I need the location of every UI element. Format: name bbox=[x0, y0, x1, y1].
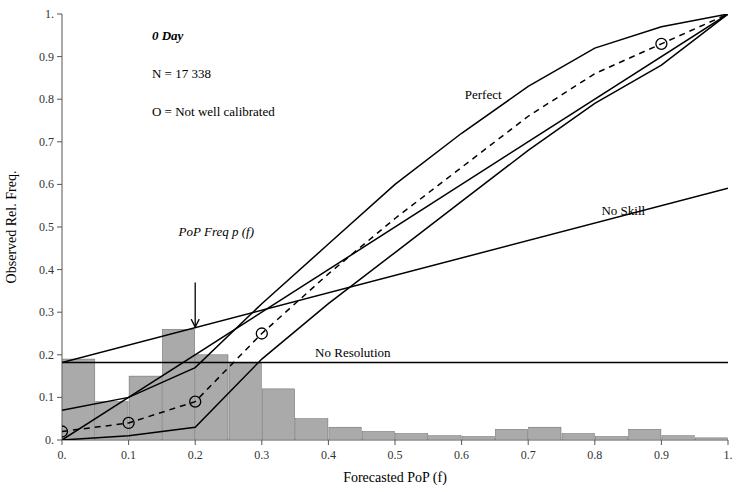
point bbox=[190, 396, 201, 407]
note: 0 Day bbox=[152, 28, 184, 43]
chart: 0. 0.1 0.2 0.3 0.4 0.5 0.6 0.7 0.8 0.9 1. 0. 0.1 0.2 0… bbox=[0, 0, 750, 492]
y-tick-label: 0.1 bbox=[39, 390, 54, 404]
note: O = Not well calibrated bbox=[152, 104, 275, 119]
point bbox=[256, 328, 267, 339]
x-tick bbox=[328, 440, 329, 445]
y-tick-label: 1. bbox=[45, 7, 54, 21]
y-tick bbox=[57, 227, 62, 228]
histogram-bar bbox=[196, 355, 228, 440]
y-tick bbox=[57, 312, 62, 313]
y-tick bbox=[57, 269, 62, 270]
y-tick bbox=[57, 14, 62, 15]
histogram-bar bbox=[662, 436, 694, 440]
x-tick-label: 0.5 bbox=[388, 448, 403, 462]
point bbox=[656, 38, 667, 49]
x-axis-label: Forecasted PoP (f) bbox=[343, 470, 447, 486]
axes: 0. 0.1 0.2 0.3 0.4 0.5 0.6 0.7 0.8 0.9 1. 0. 0.1 0.2 0… bbox=[39, 7, 733, 462]
histogram-bar bbox=[296, 419, 328, 440]
calibration-curve bbox=[62, 14, 728, 431]
x-tick-label: 0.9 bbox=[654, 448, 669, 462]
x-tick bbox=[461, 440, 462, 445]
y-tick-label: 0.4 bbox=[39, 263, 54, 277]
x-tick-label: 0.3 bbox=[254, 448, 269, 462]
histogram-bar bbox=[329, 427, 361, 440]
y-tick-label: 0.2 bbox=[39, 348, 54, 362]
y-tick-label: 0.9 bbox=[39, 50, 54, 64]
histogram-bar bbox=[495, 429, 527, 440]
plot-area bbox=[62, 14, 728, 440]
x-tick bbox=[594, 440, 595, 445]
histogram-bar bbox=[695, 438, 727, 440]
y-tick bbox=[57, 354, 62, 355]
x-tick-label: 0.7 bbox=[521, 448, 536, 462]
line-label: No Resolution bbox=[315, 345, 391, 360]
point bbox=[62, 426, 68, 437]
histogram-bar bbox=[562, 434, 594, 440]
y-tick bbox=[57, 184, 62, 185]
point bbox=[123, 417, 134, 428]
y-tick-label: 0.6 bbox=[39, 177, 54, 191]
histogram-bar bbox=[462, 437, 494, 440]
x-tick-label: 0.1 bbox=[121, 448, 136, 462]
reference-line bbox=[62, 14, 728, 410]
y-tick-label: 0.5 bbox=[39, 220, 54, 234]
x-tick-label: 0.2 bbox=[188, 448, 203, 462]
x-tick-label: 0.8 bbox=[587, 448, 602, 462]
y-tick-label: 0.8 bbox=[39, 92, 54, 106]
line-label: No Skill bbox=[601, 203, 645, 218]
histogram-bar bbox=[63, 359, 95, 440]
note: N = 17 338 bbox=[152, 66, 211, 81]
reference-line bbox=[62, 188, 728, 362]
x-tick bbox=[195, 440, 196, 445]
reference-line bbox=[62, 14, 728, 440]
histogram bbox=[63, 329, 728, 440]
y-axis-label: Observed Rel. Freq. bbox=[4, 171, 19, 284]
histogram-bar bbox=[595, 437, 627, 440]
x-tick bbox=[62, 440, 63, 445]
y-tick-label: 0.3 bbox=[39, 305, 54, 319]
histogram-bar bbox=[362, 431, 394, 440]
arrow bbox=[195, 282, 196, 327]
y-tick-label: 0. bbox=[45, 433, 54, 447]
histogram-bar bbox=[429, 436, 461, 440]
y-tick bbox=[57, 99, 62, 100]
reference-line bbox=[62, 14, 728, 440]
labels: No Resolution No Skill Perfect bbox=[315, 87, 645, 360]
x-tick-label: 0. bbox=[58, 448, 67, 462]
no-resolution-line bbox=[62, 362, 728, 364]
y-tick bbox=[57, 141, 62, 142]
line-label: Perfect bbox=[465, 87, 502, 102]
y-tick bbox=[57, 440, 62, 441]
x-tick bbox=[261, 440, 262, 445]
y-tick bbox=[57, 56, 62, 57]
histogram-bar bbox=[396, 434, 428, 440]
histogram-bar bbox=[162, 329, 194, 440]
x-tick-label: 1. bbox=[724, 448, 733, 462]
x-tick bbox=[395, 440, 396, 445]
not-calibrated-points bbox=[62, 38, 667, 437]
x-tick-label: 0.6 bbox=[454, 448, 469, 462]
y-tick-label: 0.7 bbox=[39, 135, 54, 149]
histogram-bar bbox=[229, 363, 261, 440]
x-tick bbox=[528, 440, 529, 445]
x-tick bbox=[128, 440, 129, 445]
page: {"chart_data": { "type": "line", "xlabel… bbox=[0, 0, 750, 492]
y-tick bbox=[57, 397, 62, 398]
histogram-label: PoP Freq p (f) bbox=[178, 224, 254, 239]
x-tick bbox=[728, 440, 729, 445]
histogram-bar bbox=[629, 429, 661, 440]
histogram-bar bbox=[529, 427, 561, 440]
histogram-bar bbox=[262, 389, 294, 440]
x-tick bbox=[661, 440, 662, 445]
x-axis-line bbox=[62, 440, 728, 441]
x-tick-label: 0.4 bbox=[321, 448, 336, 462]
